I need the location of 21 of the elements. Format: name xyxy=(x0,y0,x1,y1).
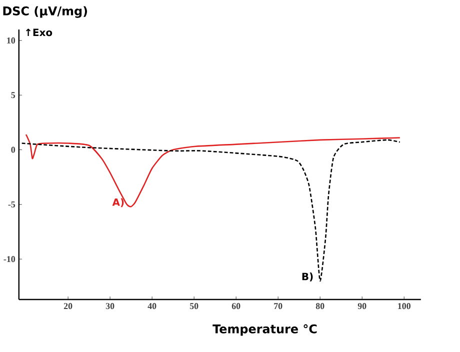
x-tick-label: 40 xyxy=(148,303,156,310)
annotation: B) xyxy=(302,272,313,282)
x-tick-label: 60 xyxy=(232,303,240,310)
x-axis-title: Temperature °C xyxy=(212,324,317,336)
x-tick-label: 100 xyxy=(398,303,410,310)
x-tick-label: 30 xyxy=(106,303,114,310)
x-tick-label: 50 xyxy=(190,303,198,310)
x-tick-label: 20 xyxy=(64,303,72,310)
y-tick-label: 10 xyxy=(7,37,16,44)
y-tick-label: -10 xyxy=(4,256,16,262)
line-series xyxy=(21,139,401,282)
y-tick-label: -5 xyxy=(8,201,16,208)
annotation: A) xyxy=(112,198,124,208)
annotation: ↑Exo xyxy=(26,28,52,36)
y-tick-label: 0 xyxy=(11,146,16,153)
x-tick-label: 80 xyxy=(316,303,324,310)
x-tick-label: 90 xyxy=(358,303,366,310)
y-axis-title: DSC (µV/mg) xyxy=(3,6,88,18)
x-tick-label: 70 xyxy=(274,303,282,310)
line-series xyxy=(25,134,401,208)
y-tick-label: 5 xyxy=(11,92,16,98)
